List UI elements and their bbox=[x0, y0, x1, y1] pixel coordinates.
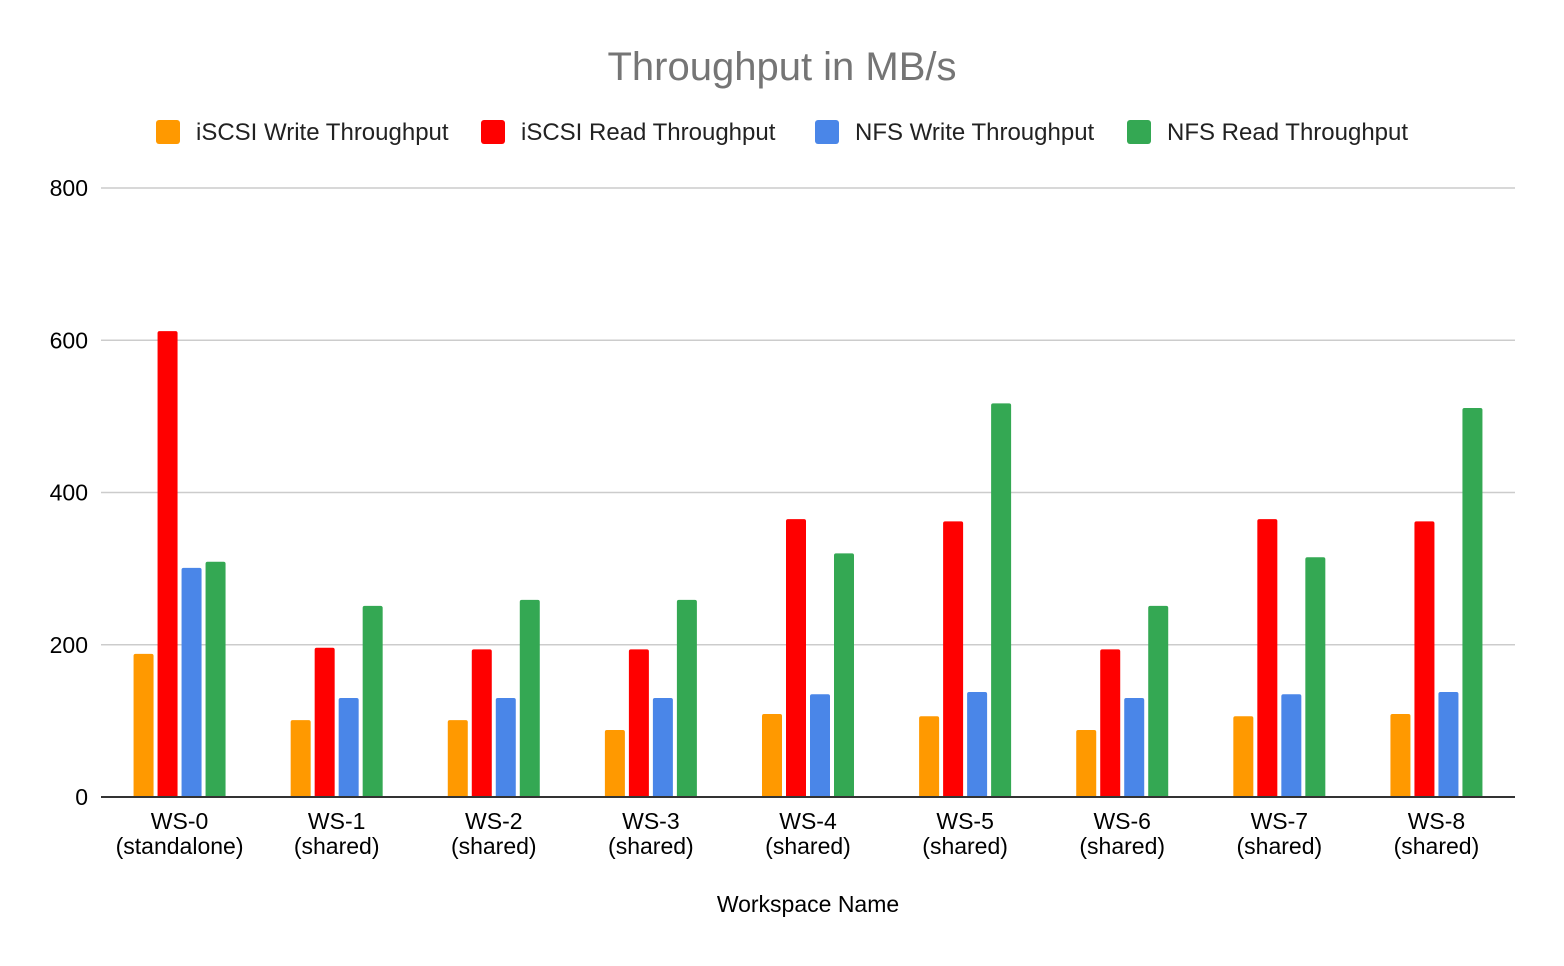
bar-iscsi-write-throughput-4 bbox=[762, 714, 782, 797]
x-tick-label: WS-6 bbox=[1093, 808, 1151, 834]
bar-iscsi-read-throughput-7 bbox=[1257, 519, 1278, 797]
bar-nfs-read-throughput-5 bbox=[991, 403, 1012, 797]
legend-swatch bbox=[815, 120, 839, 144]
x-tick-label: WS-2 bbox=[465, 808, 523, 834]
bar-iscsi-read-throughput-2 bbox=[471, 649, 492, 797]
x-tick-label: (shared) bbox=[294, 833, 380, 859]
x-tick-label: (shared) bbox=[451, 833, 537, 859]
x-tick-label: (shared) bbox=[1079, 833, 1165, 859]
bar-nfs-write-throughput-0 bbox=[181, 567, 202, 797]
chart-title: Throughput in MB/s bbox=[607, 45, 956, 89]
x-tick-label: (shared) bbox=[922, 833, 1008, 859]
x-tick-label: WS-5 bbox=[936, 808, 994, 834]
x-axis-label: Workspace Name bbox=[717, 891, 899, 917]
bar-iscsi-read-throughput-1 bbox=[314, 647, 335, 797]
legend-label: iSCSI Write Throughput bbox=[196, 119, 449, 146]
bar-nfs-write-throughput-4 bbox=[810, 694, 830, 797]
bar-iscsi-read-throughput-5 bbox=[943, 521, 964, 797]
x-tick-label: (shared) bbox=[1394, 833, 1480, 859]
x-tick-label: (standalone) bbox=[116, 833, 244, 859]
x-tick-label: WS-8 bbox=[1408, 808, 1466, 834]
bar-nfs-read-throughput-8 bbox=[1462, 408, 1483, 797]
bar-iscsi-read-throughput-6 bbox=[1100, 649, 1121, 797]
bar-nfs-read-throughput-7 bbox=[1305, 557, 1326, 797]
legend-item: iSCSI Read Throughput bbox=[481, 119, 776, 146]
bar-iscsi-read-throughput-8 bbox=[1414, 521, 1435, 797]
bar-nfs-read-throughput-1 bbox=[362, 605, 383, 797]
legend-item: iSCSI Write Throughput bbox=[156, 119, 449, 146]
bar-nfs-read-throughput-2 bbox=[519, 599, 540, 797]
bar-iscsi-write-throughput-2 bbox=[447, 720, 468, 797]
y-tick-label: 800 bbox=[50, 175, 88, 201]
bar-iscsi-write-throughput-5 bbox=[919, 716, 940, 797]
legend-label: NFS Write Throughput bbox=[855, 119, 1095, 146]
gridlines bbox=[101, 187, 1515, 646]
legend-label: iSCSI Read Throughput bbox=[521, 119, 776, 146]
bar-nfs-write-throughput-3 bbox=[652, 698, 673, 797]
x-tick-label: WS-7 bbox=[1251, 808, 1309, 834]
bar-iscsi-write-throughput-3 bbox=[604, 730, 625, 797]
bar-iscsi-write-throughput-0 bbox=[133, 653, 154, 797]
y-axis-ticks: 0 200 400 600 800 bbox=[50, 175, 88, 810]
x-tick-label: WS-3 bbox=[622, 808, 680, 834]
x-tick-label: (shared) bbox=[1237, 833, 1323, 859]
bar-iscsi-write-throughput-7 bbox=[1233, 716, 1254, 797]
x-tick-label: WS-0 bbox=[151, 808, 209, 834]
x-tick-label: (shared) bbox=[765, 833, 851, 859]
bar-nfs-read-throughput-6 bbox=[1148, 605, 1169, 797]
legend-label: NFS Read Throughput bbox=[1167, 119, 1408, 146]
y-tick-label: 200 bbox=[50, 632, 88, 658]
bar-nfs-write-throughput-7 bbox=[1281, 694, 1302, 797]
legend-swatch bbox=[481, 120, 505, 144]
bar-nfs-write-throughput-2 bbox=[495, 698, 516, 797]
bar-nfs-write-throughput-6 bbox=[1124, 698, 1145, 797]
x-axis-ticks: WS-0(standalone)WS-1(shared)WS-2(shared)… bbox=[116, 808, 1480, 859]
bar-nfs-write-throughput-8 bbox=[1438, 691, 1459, 797]
bar-nfs-read-throughput-4 bbox=[834, 553, 854, 797]
legend: iSCSI Write Throughput iSCSI Read Through… bbox=[156, 119, 1408, 146]
x-tick-label: WS-4 bbox=[779, 808, 837, 834]
y-tick-label: 600 bbox=[50, 327, 88, 353]
y-tick-label: 400 bbox=[50, 480, 88, 506]
legend-swatch bbox=[1127, 120, 1151, 144]
bar-iscsi-write-throughput-8 bbox=[1390, 714, 1411, 797]
bar-nfs-write-throughput-1 bbox=[338, 698, 359, 797]
bar-iscsi-write-throughput-1 bbox=[290, 720, 311, 797]
bar-nfs-read-throughput-0 bbox=[205, 561, 226, 797]
bar-iscsi-read-throughput-3 bbox=[628, 649, 649, 797]
x-tick-label: (shared) bbox=[608, 833, 694, 859]
bar-nfs-write-throughput-5 bbox=[967, 691, 988, 797]
bar-iscsi-write-throughput-6 bbox=[1076, 730, 1097, 797]
bar-iscsi-read-throughput-0 bbox=[157, 331, 178, 797]
legend-swatch bbox=[156, 120, 180, 144]
y-tick-label: 0 bbox=[75, 784, 88, 810]
legend-item: NFS Write Throughput bbox=[815, 119, 1095, 146]
x-tick-label: WS-1 bbox=[308, 808, 366, 834]
bar-nfs-read-throughput-3 bbox=[676, 599, 697, 797]
legend-item: NFS Read Throughput bbox=[1127, 119, 1408, 146]
bars bbox=[133, 331, 1483, 797]
bar-iscsi-read-throughput-4 bbox=[786, 519, 806, 797]
